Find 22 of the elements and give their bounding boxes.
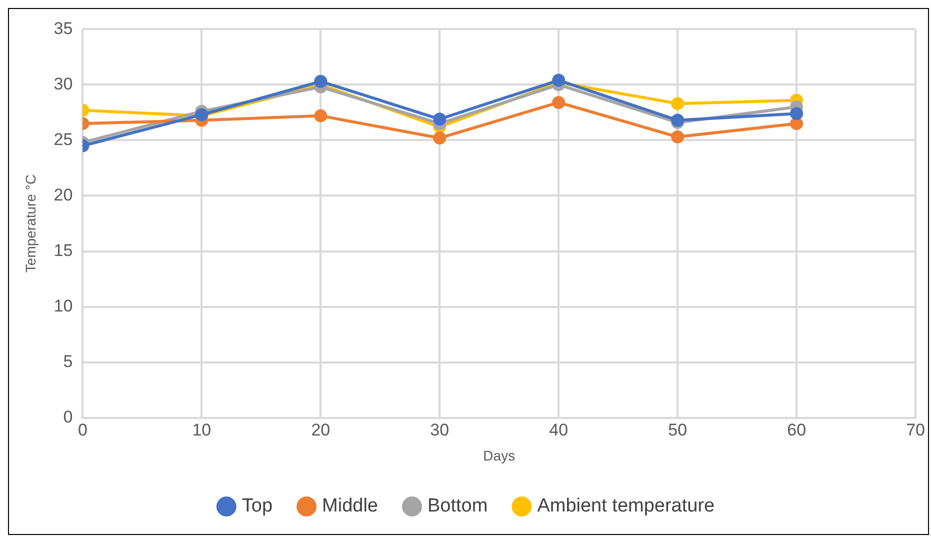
legend-label: Ambient temperature xyxy=(537,496,715,517)
x-tick-label: 40 xyxy=(549,420,568,440)
y-tick-label: 10 xyxy=(54,296,73,316)
y-tick-label: 5 xyxy=(63,352,73,371)
x-tick-label: 20 xyxy=(311,420,330,440)
y-tick-label: 20 xyxy=(54,185,73,204)
y-tick-label: 30 xyxy=(54,74,73,94)
legend-label: Middle xyxy=(322,496,378,517)
legend-label: Bottom xyxy=(427,496,488,517)
y-axis-title: Temperature °C xyxy=(22,174,38,273)
x-tick-label: 50 xyxy=(668,420,688,440)
y-tick-label: 35 xyxy=(54,18,73,38)
x-tick-label: 0 xyxy=(78,420,88,440)
y-tick-label: 15 xyxy=(54,240,73,260)
x-axis-title: Days xyxy=(483,447,516,464)
y-tick-label: 25 xyxy=(54,130,73,149)
x-tick-label: 60 xyxy=(787,420,806,440)
x-tick-label: 10 xyxy=(192,420,212,440)
x-tick-label: 30 xyxy=(430,420,450,440)
y-tick-label: 0 xyxy=(63,407,73,426)
x-tick-label: 70 xyxy=(906,420,926,440)
legend-label: Top xyxy=(242,496,273,517)
